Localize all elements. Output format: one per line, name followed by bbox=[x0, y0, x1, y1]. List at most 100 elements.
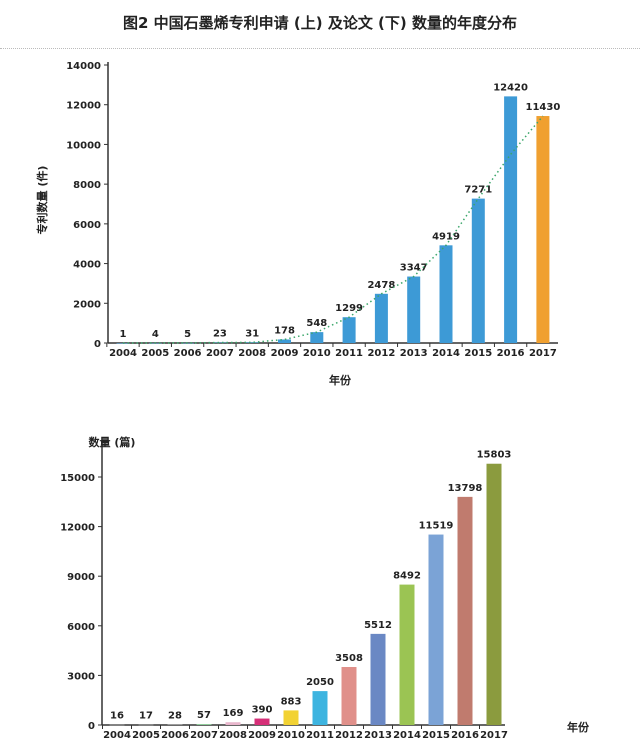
x-tick-label-2009: 2009 bbox=[248, 730, 276, 741]
bar-2016 bbox=[504, 96, 518, 343]
y-tick-label: 8000 bbox=[73, 180, 101, 191]
y-tick-label: 0 bbox=[88, 721, 95, 732]
bar-2017 bbox=[536, 116, 550, 343]
data-label-2013: 5512 bbox=[364, 620, 392, 631]
bar-2012 bbox=[341, 667, 357, 725]
x-tick-label-2015: 2015 bbox=[422, 730, 450, 741]
x-tick-label-2016: 2016 bbox=[497, 348, 525, 359]
y-tick-label: 6000 bbox=[73, 220, 101, 231]
y-tick-label: 3000 bbox=[67, 671, 95, 682]
data-label-2016: 13798 bbox=[448, 483, 483, 494]
bar-2015 bbox=[471, 198, 485, 343]
data-label-2004: 16 bbox=[110, 711, 124, 722]
data-label-2007: 23 bbox=[213, 329, 227, 340]
bar-2004 bbox=[109, 724, 125, 726]
data-label-2012: 3508 bbox=[335, 653, 363, 664]
bar-2017 bbox=[486, 463, 502, 725]
data-label-2006: 28 bbox=[168, 711, 182, 722]
bar-2014 bbox=[439, 245, 453, 343]
x-tick-label-2011: 2011 bbox=[306, 730, 334, 741]
bar-2007 bbox=[196, 724, 212, 725]
y-tick-label: 12000 bbox=[66, 101, 101, 112]
y-tick-label: 15000 bbox=[60, 473, 95, 484]
y-tick-label: 10000 bbox=[66, 140, 101, 151]
bar-2015 bbox=[428, 534, 444, 725]
data-label-2012: 2478 bbox=[367, 280, 395, 291]
x-tick-label-2013: 2013 bbox=[364, 730, 392, 741]
y-axis-label: 专利数量 (件) bbox=[35, 166, 49, 235]
bar-2006 bbox=[167, 724, 183, 726]
x-tick-label-2015: 2015 bbox=[464, 348, 492, 359]
data-label-2010: 883 bbox=[281, 696, 302, 707]
x-tick-label-2005: 2005 bbox=[132, 730, 160, 741]
x-axis-label: 年份 bbox=[567, 720, 590, 734]
bar-2010 bbox=[283, 710, 299, 725]
x-tick-label-2011: 2011 bbox=[335, 348, 363, 359]
data-label-2014: 4919 bbox=[432, 231, 460, 242]
bar-2004 bbox=[116, 342, 130, 344]
x-tick-label-2010: 2010 bbox=[277, 730, 305, 741]
x-tick-label-2007: 2007 bbox=[190, 730, 218, 741]
data-label-2006: 5 bbox=[184, 329, 191, 340]
figure-title: 图2 中国石墨烯专利申请 (上) 及论文 (下) 数量的年度分布 bbox=[123, 14, 517, 32]
data-label-2015: 11519 bbox=[419, 521, 454, 532]
x-tick-label-2004: 2004 bbox=[109, 348, 137, 359]
x-tick-label-2008: 2008 bbox=[238, 348, 266, 359]
x-tick-label-2017: 2017 bbox=[480, 730, 508, 741]
separator bbox=[0, 48, 640, 49]
data-label-2008: 169 bbox=[223, 708, 244, 719]
bar-2012 bbox=[374, 293, 388, 343]
x-tick-label-2014: 2014 bbox=[393, 730, 421, 741]
y-axis-label: 数量 (篇) bbox=[89, 435, 136, 449]
x-tick-label-2012: 2012 bbox=[335, 730, 363, 741]
data-label-2010: 548 bbox=[306, 318, 327, 329]
bar-2006 bbox=[181, 342, 195, 344]
data-label-2017: 15803 bbox=[477, 450, 512, 461]
x-axis-label: 年份 bbox=[329, 373, 352, 387]
x-tick-label-2007: 2007 bbox=[206, 348, 234, 359]
trendline bbox=[122, 115, 544, 344]
data-label-2005: 17 bbox=[139, 711, 153, 722]
x-tick-label-2008: 2008 bbox=[219, 730, 247, 741]
x-tick-label-2013: 2013 bbox=[400, 348, 428, 359]
bar-2016 bbox=[457, 496, 473, 725]
bar-2013 bbox=[370, 633, 386, 725]
data-label-2017: 11430 bbox=[526, 102, 561, 113]
x-tick-label-2004: 2004 bbox=[103, 730, 131, 741]
y-tick-label: 0 bbox=[94, 339, 101, 350]
data-label-2016: 12420 bbox=[493, 82, 528, 93]
x-tick-label-2014: 2014 bbox=[432, 348, 460, 359]
data-label-2013: 3347 bbox=[400, 263, 428, 274]
bar-2009 bbox=[254, 718, 270, 725]
y-tick-label: 2000 bbox=[73, 299, 101, 310]
bar-2007 bbox=[213, 342, 227, 344]
x-tick-label-2006: 2006 bbox=[174, 348, 202, 359]
x-tick-label-2012: 2012 bbox=[367, 348, 395, 359]
bar-2014 bbox=[399, 584, 415, 725]
x-tick-label-2009: 2009 bbox=[271, 348, 299, 359]
bar-2010 bbox=[310, 332, 324, 343]
chart-papers: 0 3000 6000 9000 12000 15000 16 2004 17 2005 28 200… bbox=[60, 435, 590, 741]
data-label-2009: 390 bbox=[252, 705, 273, 716]
x-tick-label-2017: 2017 bbox=[529, 348, 557, 359]
x-tick-label-2006: 2006 bbox=[161, 730, 189, 741]
y-tick-label: 14000 bbox=[66, 61, 101, 72]
bar-2011 bbox=[312, 691, 328, 725]
y-tick-label: 6000 bbox=[67, 622, 95, 633]
y-tick-label: 9000 bbox=[67, 572, 95, 583]
data-label-2011: 1299 bbox=[335, 303, 363, 314]
data-label-2011: 2050 bbox=[306, 677, 334, 688]
data-label-2008: 31 bbox=[245, 328, 259, 339]
bar-2005 bbox=[138, 724, 154, 726]
bar-2013 bbox=[407, 276, 421, 343]
data-label-2005: 4 bbox=[152, 329, 159, 340]
data-label-2009: 178 bbox=[274, 325, 295, 336]
x-tick-label-2005: 2005 bbox=[141, 348, 169, 359]
x-tick-label-2016: 2016 bbox=[451, 730, 479, 741]
bar-2008 bbox=[245, 342, 259, 343]
data-label-2004: 1 bbox=[120, 329, 127, 340]
y-tick-label: 12000 bbox=[60, 523, 95, 534]
bar-2011 bbox=[342, 317, 356, 343]
